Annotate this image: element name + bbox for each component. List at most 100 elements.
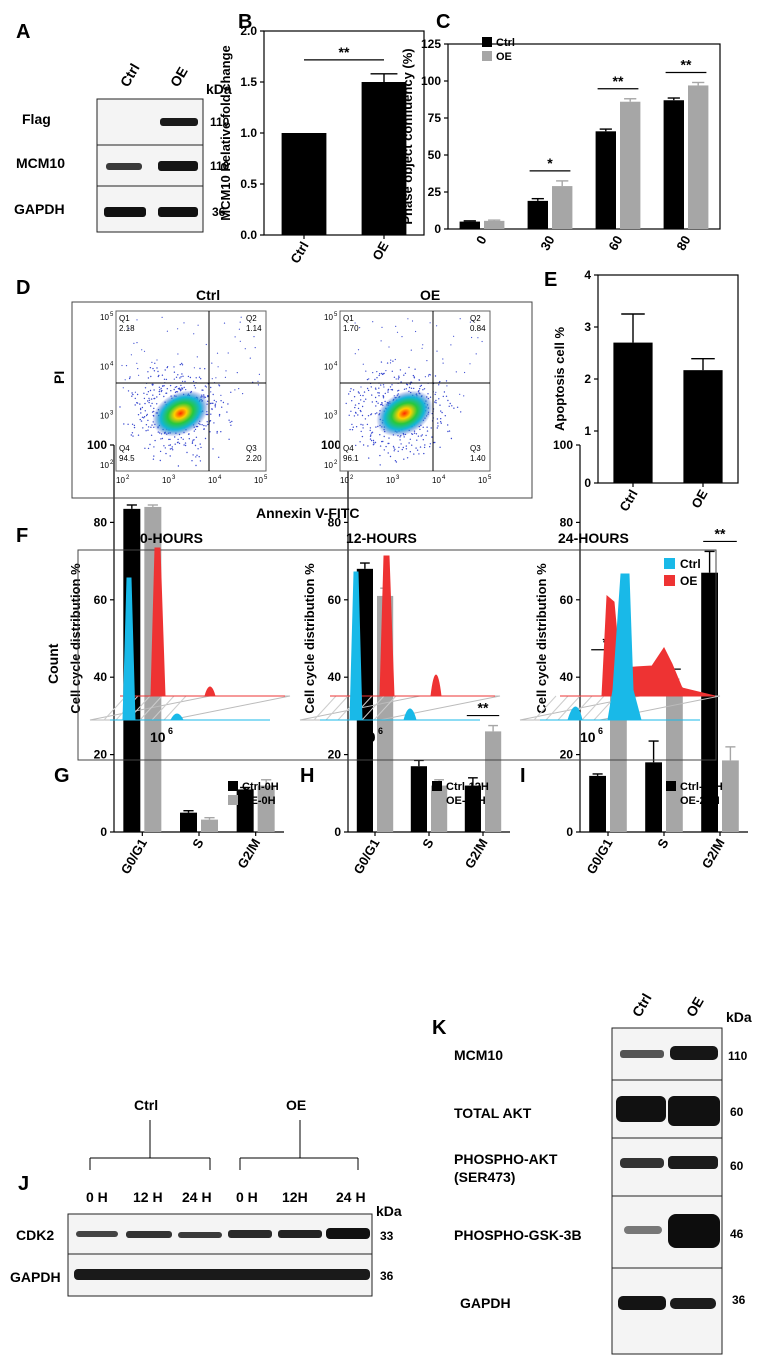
facs-event xyxy=(371,401,373,403)
x-tick-exponent: 2 xyxy=(350,475,354,481)
facs-event xyxy=(153,455,155,457)
facs-event xyxy=(381,440,383,443)
facs-event xyxy=(450,344,452,346)
quadrant-name: Q3 xyxy=(246,444,257,453)
y-axis-label: Phase object confluency (%) xyxy=(400,48,415,224)
facs-event xyxy=(351,400,353,402)
quadrant-value: 1.14 xyxy=(246,324,262,333)
facs-event xyxy=(187,375,190,378)
quadrant-value: 2.18 xyxy=(119,324,135,333)
facs-event xyxy=(130,434,132,436)
facs-event xyxy=(163,385,165,387)
facs-event xyxy=(166,366,168,369)
y-tick-exponent: 4 xyxy=(110,361,114,367)
facs-event xyxy=(392,445,395,448)
facs-event xyxy=(374,413,377,415)
quadrant-name: Q1 xyxy=(343,314,354,323)
facs-event xyxy=(257,384,259,386)
facs-event xyxy=(358,392,360,394)
facs-event xyxy=(437,425,439,427)
panel-e-letter: E xyxy=(544,269,557,291)
facs-event xyxy=(359,394,362,396)
facs-event xyxy=(123,423,125,425)
facs-event xyxy=(188,433,190,435)
band xyxy=(126,1231,172,1238)
y-tick-label: 100 xyxy=(553,438,573,452)
facs-event xyxy=(354,404,357,406)
facs-event xyxy=(435,391,437,393)
facs-event xyxy=(136,362,138,364)
panel-j: J Ctrl OE 0 H 12 H 24 H 0 H 12H 24 H kDa… xyxy=(10,1097,402,1297)
facs-event xyxy=(224,376,226,378)
x-tick-label: 10 xyxy=(116,476,125,485)
facs-event xyxy=(151,402,153,405)
legend-swatch xyxy=(228,781,238,791)
facs-event xyxy=(409,451,411,453)
facs-event xyxy=(182,438,184,440)
facs-event xyxy=(397,378,399,380)
y-tick-label: 0 xyxy=(584,476,591,490)
facs-event xyxy=(438,384,440,386)
facs-event xyxy=(205,343,207,346)
facs-event xyxy=(350,410,352,412)
facs-event xyxy=(125,365,128,367)
facs-event xyxy=(173,366,175,368)
band xyxy=(106,163,142,170)
facs-event xyxy=(362,427,364,429)
facs-event xyxy=(440,410,442,412)
facs-event xyxy=(239,340,241,342)
plot-frame xyxy=(447,43,721,230)
facs-event xyxy=(460,411,462,413)
facs-event xyxy=(455,371,457,373)
facs-event xyxy=(357,407,360,410)
facs-event xyxy=(469,321,471,323)
quadrant-value: 1.70 xyxy=(343,324,359,333)
panel-b-chart: 0.0 0.5 1.0 1.5 2.0 MCM10 Relative fold chang… xyxy=(218,24,425,266)
x-tick-label: 10 xyxy=(360,729,376,745)
facs-event xyxy=(439,421,442,423)
facs-event xyxy=(244,348,246,350)
bar xyxy=(722,760,739,832)
kda-header: kDa xyxy=(376,1203,402,1219)
facs-event xyxy=(196,454,198,456)
facs-event xyxy=(131,423,134,425)
facs-event xyxy=(128,327,130,329)
facs-event xyxy=(388,437,390,439)
facs-event xyxy=(389,455,392,458)
facs-event xyxy=(227,352,229,354)
facs-event xyxy=(223,322,226,324)
facs-event xyxy=(238,388,240,390)
facs-event xyxy=(419,385,421,387)
bar xyxy=(701,572,718,832)
lane-label: 12H xyxy=(282,1189,308,1205)
facs-event xyxy=(199,443,201,445)
facs-event xyxy=(471,320,474,322)
facs-event xyxy=(254,347,256,349)
facs-event xyxy=(225,370,227,372)
lane-label: 0 H xyxy=(86,1189,108,1205)
facs-event xyxy=(360,399,362,401)
facs-event xyxy=(353,396,356,398)
facs-event xyxy=(370,432,373,434)
legend-label: OE-24H xyxy=(680,795,720,807)
facs-event xyxy=(363,391,366,393)
facs-event xyxy=(382,384,385,386)
panel-f-letter: F xyxy=(16,525,28,547)
x-tick-label: G0/G1 xyxy=(118,836,150,877)
facs-event xyxy=(475,353,477,355)
facs-event xyxy=(379,454,381,457)
facs-event xyxy=(421,434,423,436)
facs-event xyxy=(193,367,195,369)
facs-event xyxy=(242,393,244,395)
facs-event xyxy=(389,362,392,364)
facs-event xyxy=(369,429,371,432)
facs-title-oe: OE xyxy=(420,287,440,303)
band xyxy=(104,207,146,217)
facs-event xyxy=(388,346,390,348)
facs-event xyxy=(362,444,365,446)
facs-event xyxy=(141,406,144,409)
facs-event xyxy=(416,439,418,441)
facs-event xyxy=(166,388,168,390)
facs-event xyxy=(348,393,350,395)
